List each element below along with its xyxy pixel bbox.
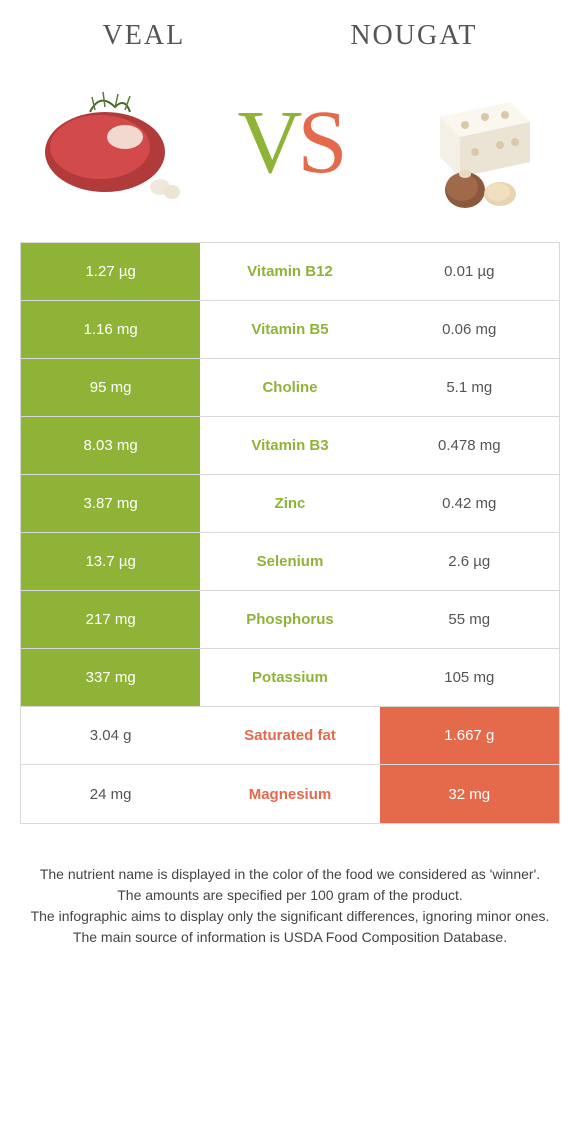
left-value: 337 mg [21, 649, 200, 706]
nutrient-label: Saturated fat [200, 707, 379, 764]
nutrient-label: Magnesium [200, 765, 379, 823]
footer-notes: The nutrient name is displayed in the co… [20, 864, 560, 948]
left-value: 3.04 g [21, 707, 200, 764]
nutrient-table: 1.27 µgVitamin B120.01 µg1.16 mgVitamin … [20, 242, 560, 824]
nutrient-label: Vitamin B3 [200, 417, 379, 474]
right-value: 5.1 mg [380, 359, 559, 416]
nougat-image [390, 72, 550, 212]
left-food-title: Veal [103, 20, 186, 52]
nutrient-label: Potassium [200, 649, 379, 706]
images-row: VS [20, 72, 560, 242]
left-value: 8.03 mg [21, 417, 200, 474]
right-food-title: Nougat [350, 20, 477, 52]
table-row: 95 mgCholine5.1 mg [21, 359, 559, 417]
left-value: 95 mg [21, 359, 200, 416]
right-value: 105 mg [380, 649, 559, 706]
footer-line-3: The infographic aims to display only the… [30, 906, 550, 927]
nutrient-label: Vitamin B12 [200, 243, 379, 300]
footer-line-1: The nutrient name is displayed in the co… [30, 864, 550, 885]
right-value: 55 mg [380, 591, 559, 648]
nutrient-label: Vitamin B5 [200, 301, 379, 358]
table-row: 337 mgPotassium105 mg [21, 649, 559, 707]
nutrient-label: Choline [200, 359, 379, 416]
right-value: 0.42 mg [380, 475, 559, 532]
left-value: 1.16 mg [21, 301, 200, 358]
table-row: 13.7 µgSelenium2.6 µg [21, 533, 559, 591]
left-value: 24 mg [21, 765, 200, 823]
header-row: Veal Nougat [20, 20, 560, 52]
nutrient-label: Phosphorus [200, 591, 379, 648]
vs-v: V [237, 93, 297, 192]
vs-label: VS [237, 91, 342, 194]
table-row: 3.04 gSaturated fat1.667 g [21, 707, 559, 765]
right-value: 0.06 mg [380, 301, 559, 358]
right-value: 32 mg [380, 765, 559, 823]
infographic-container: Veal Nougat VS [0, 0, 580, 958]
table-row: 24 mgMagnesium32 mg [21, 765, 559, 823]
table-row: 3.87 mgZinc0.42 mg [21, 475, 559, 533]
footer-line-4: The main source of information is USDA F… [30, 927, 550, 948]
left-value: 13.7 µg [21, 533, 200, 590]
right-value: 2.6 µg [380, 533, 559, 590]
vs-s: S [297, 93, 342, 192]
nutrient-label: Zinc [200, 475, 379, 532]
right-value: 1.667 g [380, 707, 559, 764]
table-row: 1.16 mgVitamin B50.06 mg [21, 301, 559, 359]
table-row: 217 mgPhosphorus55 mg [21, 591, 559, 649]
left-value: 3.87 mg [21, 475, 200, 532]
table-row: 8.03 mgVitamin B30.478 mg [21, 417, 559, 475]
right-value: 0.01 µg [380, 243, 559, 300]
footer-line-2: The amounts are specified per 100 gram o… [30, 885, 550, 906]
left-value: 1.27 µg [21, 243, 200, 300]
nutrient-label: Selenium [200, 533, 379, 590]
left-value: 217 mg [21, 591, 200, 648]
table-row: 1.27 µgVitamin B120.01 µg [21, 243, 559, 301]
right-value: 0.478 mg [380, 417, 559, 474]
veal-image [30, 72, 190, 212]
